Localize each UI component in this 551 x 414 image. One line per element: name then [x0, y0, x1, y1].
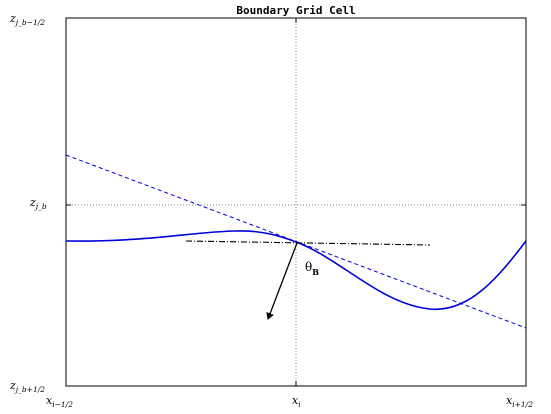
x-tick-label-left: xi−1/2: [46, 394, 73, 409]
y-tick-label-mid: zj_b: [29, 196, 47, 211]
x-tick-label-right: xi+1/2: [506, 394, 533, 409]
boundary-curve: [65, 230, 527, 310]
x-tick-label-mid: xi: [292, 394, 301, 409]
y-tick-label-top: zj_b−1/2: [9, 12, 45, 27]
tangent-line: [185, 240, 431, 246]
y-tick-label-bottom: zj_b+1/2: [9, 379, 45, 394]
figure-title: Boundary Grid Cell: [236, 4, 355, 17]
theta-b-label: θB: [305, 260, 319, 277]
axis-ticks: [66, 18, 526, 386]
normal-vector-arrow: [266, 242, 298, 320]
